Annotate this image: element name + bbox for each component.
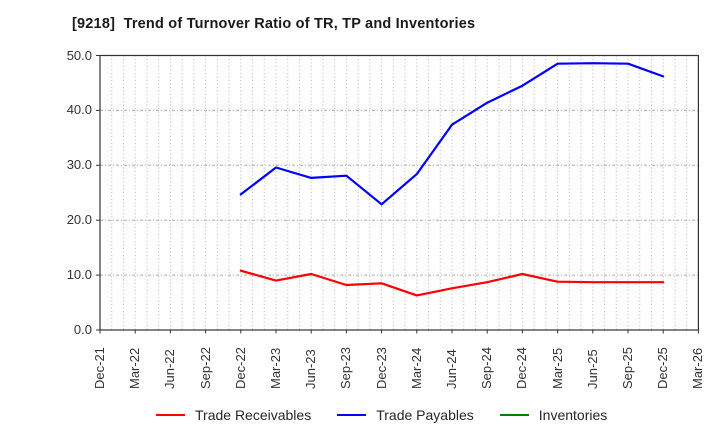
- inventories-line-swatch-icon: [499, 414, 529, 416]
- x-tick-label: Mar-24: [408, 347, 424, 389]
- x-tick-label: Sep-24: [479, 347, 495, 389]
- legend-item-inventories: Inventories: [499, 407, 608, 423]
- trade-payables-line-swatch-icon: [337, 414, 367, 416]
- x-tick-label: Dec-25: [655, 347, 671, 389]
- x-tick-label: Sep-25: [620, 347, 635, 389]
- x-tick-label: Sep-23: [338, 347, 354, 389]
- y-tick-label: 30.0: [66, 157, 92, 173]
- x-tick-label: Jun-23: [303, 349, 319, 389]
- y-tick-label: 0.0: [73, 322, 92, 337]
- x-tick-label: Sep-22: [197, 347, 213, 389]
- x-tick-label: Dec-22: [232, 347, 248, 389]
- legend: Trade Receivables Trade Payables Invento…: [156, 406, 607, 424]
- x-tick-label: Dec-21: [92, 347, 107, 389]
- x-tick-label: Dec-24: [514, 347, 530, 389]
- legend-label-trade-payables: Trade Payables: [376, 407, 474, 423]
- legend-label-trade-receivables: Trade Receivables: [195, 407, 312, 423]
- chart-title: [9218] Trend of Turnover Ratio of TR, TP…: [72, 16, 476, 32]
- x-tick-label: Mar-26: [690, 347, 706, 389]
- x-tick-label: Mar-22: [127, 347, 143, 389]
- legend-label-inventories: Inventories: [538, 407, 608, 423]
- x-tick-label: Jun-22: [162, 349, 178, 389]
- x-tick-label: Mar-25: [549, 347, 565, 389]
- y-tick-label: 20.0: [66, 212, 92, 228]
- x-tick-label: Jun-24: [444, 349, 459, 389]
- trade-receivables-line-swatch-icon: [156, 414, 185, 416]
- y-tick-label: 50.0: [66, 47, 92, 63]
- x-tick-label: Mar-23: [268, 347, 283, 389]
- legend-item-trade-receivables: Trade Receivables: [156, 407, 311, 423]
- x-tick-label: Jun-25: [584, 349, 600, 389]
- x-tick-label: Dec-23: [373, 347, 389, 389]
- y-tick-label: 40.0: [66, 102, 92, 118]
- legend-item-trade-payables: Trade Payables: [337, 407, 474, 423]
- y-tick-label: 10.0: [66, 267, 92, 283]
